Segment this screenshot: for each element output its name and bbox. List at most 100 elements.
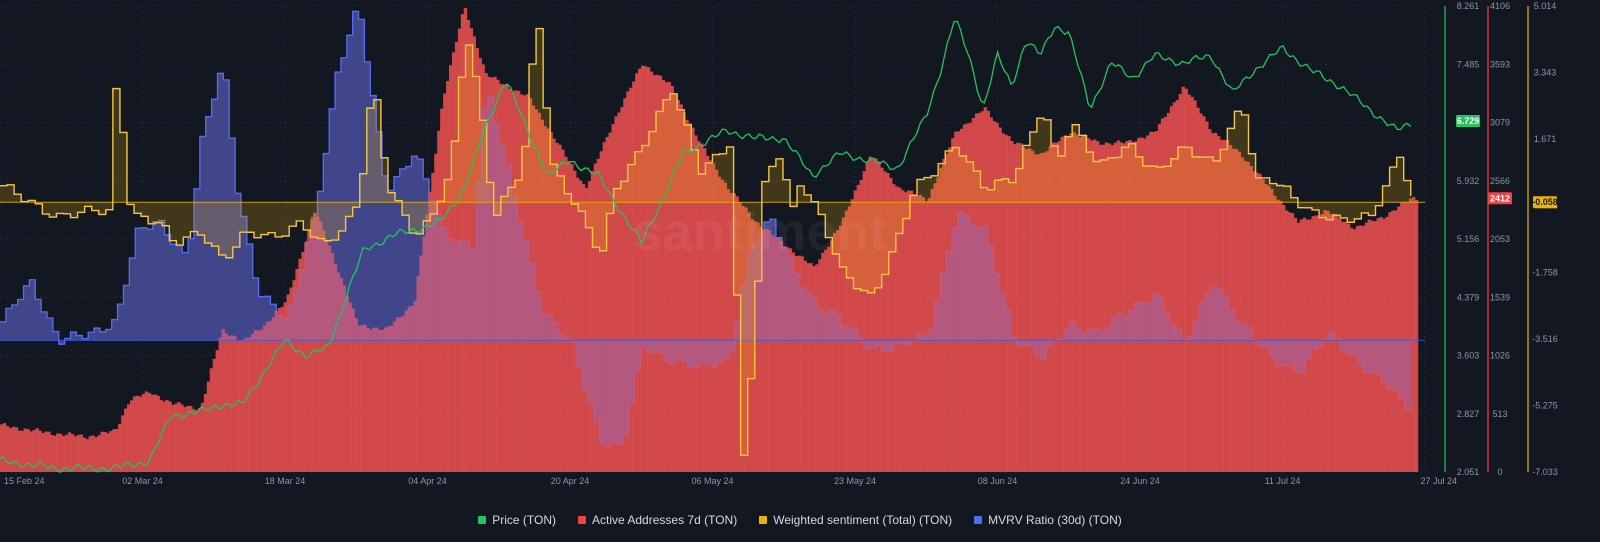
- x-axis: 15 Feb 24 02 Mar 24 18 Mar 24 04 Apr 24 20 A…: [4, 476, 1457, 486]
- active-addresses-bar: [5, 426, 10, 472]
- active-addresses-bar: [723, 182, 728, 473]
- active-addresses-bar: [930, 188, 934, 472]
- legend-swatch-active-addresses: [578, 516, 587, 524]
- active-addresses-bar: [1270, 188, 1274, 472]
- active-addresses-bar: [773, 237, 778, 472]
- active-addresses-bar: [1119, 142, 1123, 472]
- mvrv-overlay-area: [0, 11, 1411, 447]
- active-addresses-bar: [11, 426, 16, 472]
- active-addresses-bar: [138, 396, 143, 472]
- active-addresses-bar: [1214, 132, 1218, 473]
- legend-item-active-addresses[interactable]: Active Addresses 7d (TON): [578, 513, 737, 527]
- active-addresses-bar: [496, 79, 500, 472]
- active-addresses-bar: [676, 100, 680, 472]
- active-addresses-bar: [1178, 94, 1182, 472]
- x-tick-label: 08 Jun 24: [978, 476, 1018, 486]
- active-addresses-bar: [1287, 212, 1292, 472]
- active-addresses-bar: [91, 435, 95, 472]
- active-addresses-bar: [304, 242, 308, 472]
- active-addresses-bar: [316, 216, 320, 472]
- active-addresses-bar: [1388, 212, 1392, 472]
- active-addresses-bar: [652, 75, 657, 473]
- active-addresses-bar: [717, 176, 722, 472]
- active-addresses-bar: [434, 153, 438, 472]
- active-addresses-bar: [1255, 172, 1259, 472]
- active-addresses-bar: [862, 171, 866, 472]
- axis-tick-label: -5.275: [1532, 400, 1558, 410]
- active-addresses-bar: [1181, 86, 1185, 473]
- active-addresses-bar: [502, 84, 506, 472]
- active-addresses-bar: [310, 220, 314, 472]
- active-addresses-bar: [94, 437, 98, 472]
- active-addresses-bar: [788, 248, 793, 472]
- active-addresses-bar: [1296, 222, 1301, 472]
- active-addresses-bar: [617, 112, 621, 473]
- active-addresses-bar: [1092, 139, 1097, 472]
- active-addresses-bar: [936, 177, 940, 473]
- active-addresses-bar: [989, 117, 993, 472]
- active-addresses-bar: [1163, 116, 1168, 472]
- current-value-label: 2412: [1490, 193, 1510, 203]
- active-addresses-bar: [573, 170, 577, 472]
- x-tick-label: 18 Mar 24: [265, 476, 306, 486]
- active-addresses-bar: [629, 87, 633, 473]
- active-addresses-bar: [564, 156, 568, 473]
- active-addresses-bar: [933, 183, 937, 472]
- active-addresses-bar: [1222, 139, 1227, 472]
- legend-item-mvrv[interactable]: MVRV Ratio (30d) (TON): [974, 513, 1122, 527]
- active-addresses-bar: [590, 171, 595, 472]
- active-addresses-bar: [1190, 96, 1194, 473]
- active-addresses-bar: [416, 276, 420, 472]
- active-addresses-bar: [903, 192, 908, 472]
- active-addresses-bar: [457, 28, 462, 472]
- active-addresses-bar: [726, 189, 731, 472]
- active-addresses-bar: [1385, 216, 1389, 472]
- active-addresses-bar: [511, 91, 515, 473]
- active-addresses-bar: [1022, 147, 1026, 473]
- active-addresses-bar: [838, 225, 843, 472]
- active-addresses-bar: [1373, 221, 1377, 472]
- active-addresses-bar: [968, 122, 973, 472]
- active-addresses-bar: [398, 317, 403, 472]
- active-addresses-bar: [174, 403, 178, 472]
- active-addresses-bar: [147, 392, 152, 472]
- active-addresses-bar: [112, 429, 116, 472]
- active-addresses-bar: [35, 428, 39, 472]
- active-addresses-bar: [670, 85, 674, 472]
- active-addresses-bar: [268, 320, 273, 472]
- active-addresses-bar: [466, 20, 471, 473]
- legend-item-sentiment[interactable]: Weighted sentiment (Total) (TON): [759, 513, 952, 527]
- active-addresses-bar: [369, 329, 373, 472]
- active-addresses-bar: [1063, 135, 1067, 472]
- active-addresses-bar: [1087, 138, 1091, 472]
- active-addresses-bar: [422, 236, 426, 472]
- axis-tick-label: 1.671: [1534, 134, 1557, 144]
- active-addresses-bar: [1054, 142, 1058, 473]
- active-addresses-bar: [835, 230, 840, 472]
- active-addresses-bar: [711, 163, 716, 473]
- active-addresses-bar: [47, 431, 51, 472]
- legend-item-price[interactable]: Price (TON): [478, 513, 556, 527]
- active-addresses-bar: [425, 214, 429, 472]
- sentiment-line: [0, 27, 1412, 457]
- active-addresses-bar: [558, 144, 562, 472]
- active-addresses-bar: [97, 435, 101, 472]
- active-addresses-bar: [655, 74, 660, 472]
- active-addresses-bar: [531, 105, 536, 472]
- current-value-label: 6.729: [1457, 116, 1480, 126]
- legend-swatch-mvrv: [974, 516, 983, 524]
- active-addresses-bar: [215, 350, 220, 472]
- active-addresses-bar: [1048, 146, 1053, 472]
- active-addresses-bar: [561, 149, 565, 472]
- active-addresses-bar: [1305, 219, 1309, 472]
- active-addresses-bar: [667, 81, 671, 473]
- current-value-label: -0.058: [1532, 197, 1558, 207]
- active-addresses-bar: [759, 226, 763, 472]
- active-addresses-bar: [327, 245, 332, 472]
- legend-label-price: Price (TON): [492, 513, 557, 527]
- axis-tick-label: 8.261: [1457, 1, 1480, 11]
- x-tick-label: 27 Jul 24: [1420, 476, 1457, 486]
- active-addresses-bar: [889, 177, 893, 473]
- active-addresses-bar: [1290, 213, 1295, 472]
- active-addresses-bar: [121, 415, 125, 472]
